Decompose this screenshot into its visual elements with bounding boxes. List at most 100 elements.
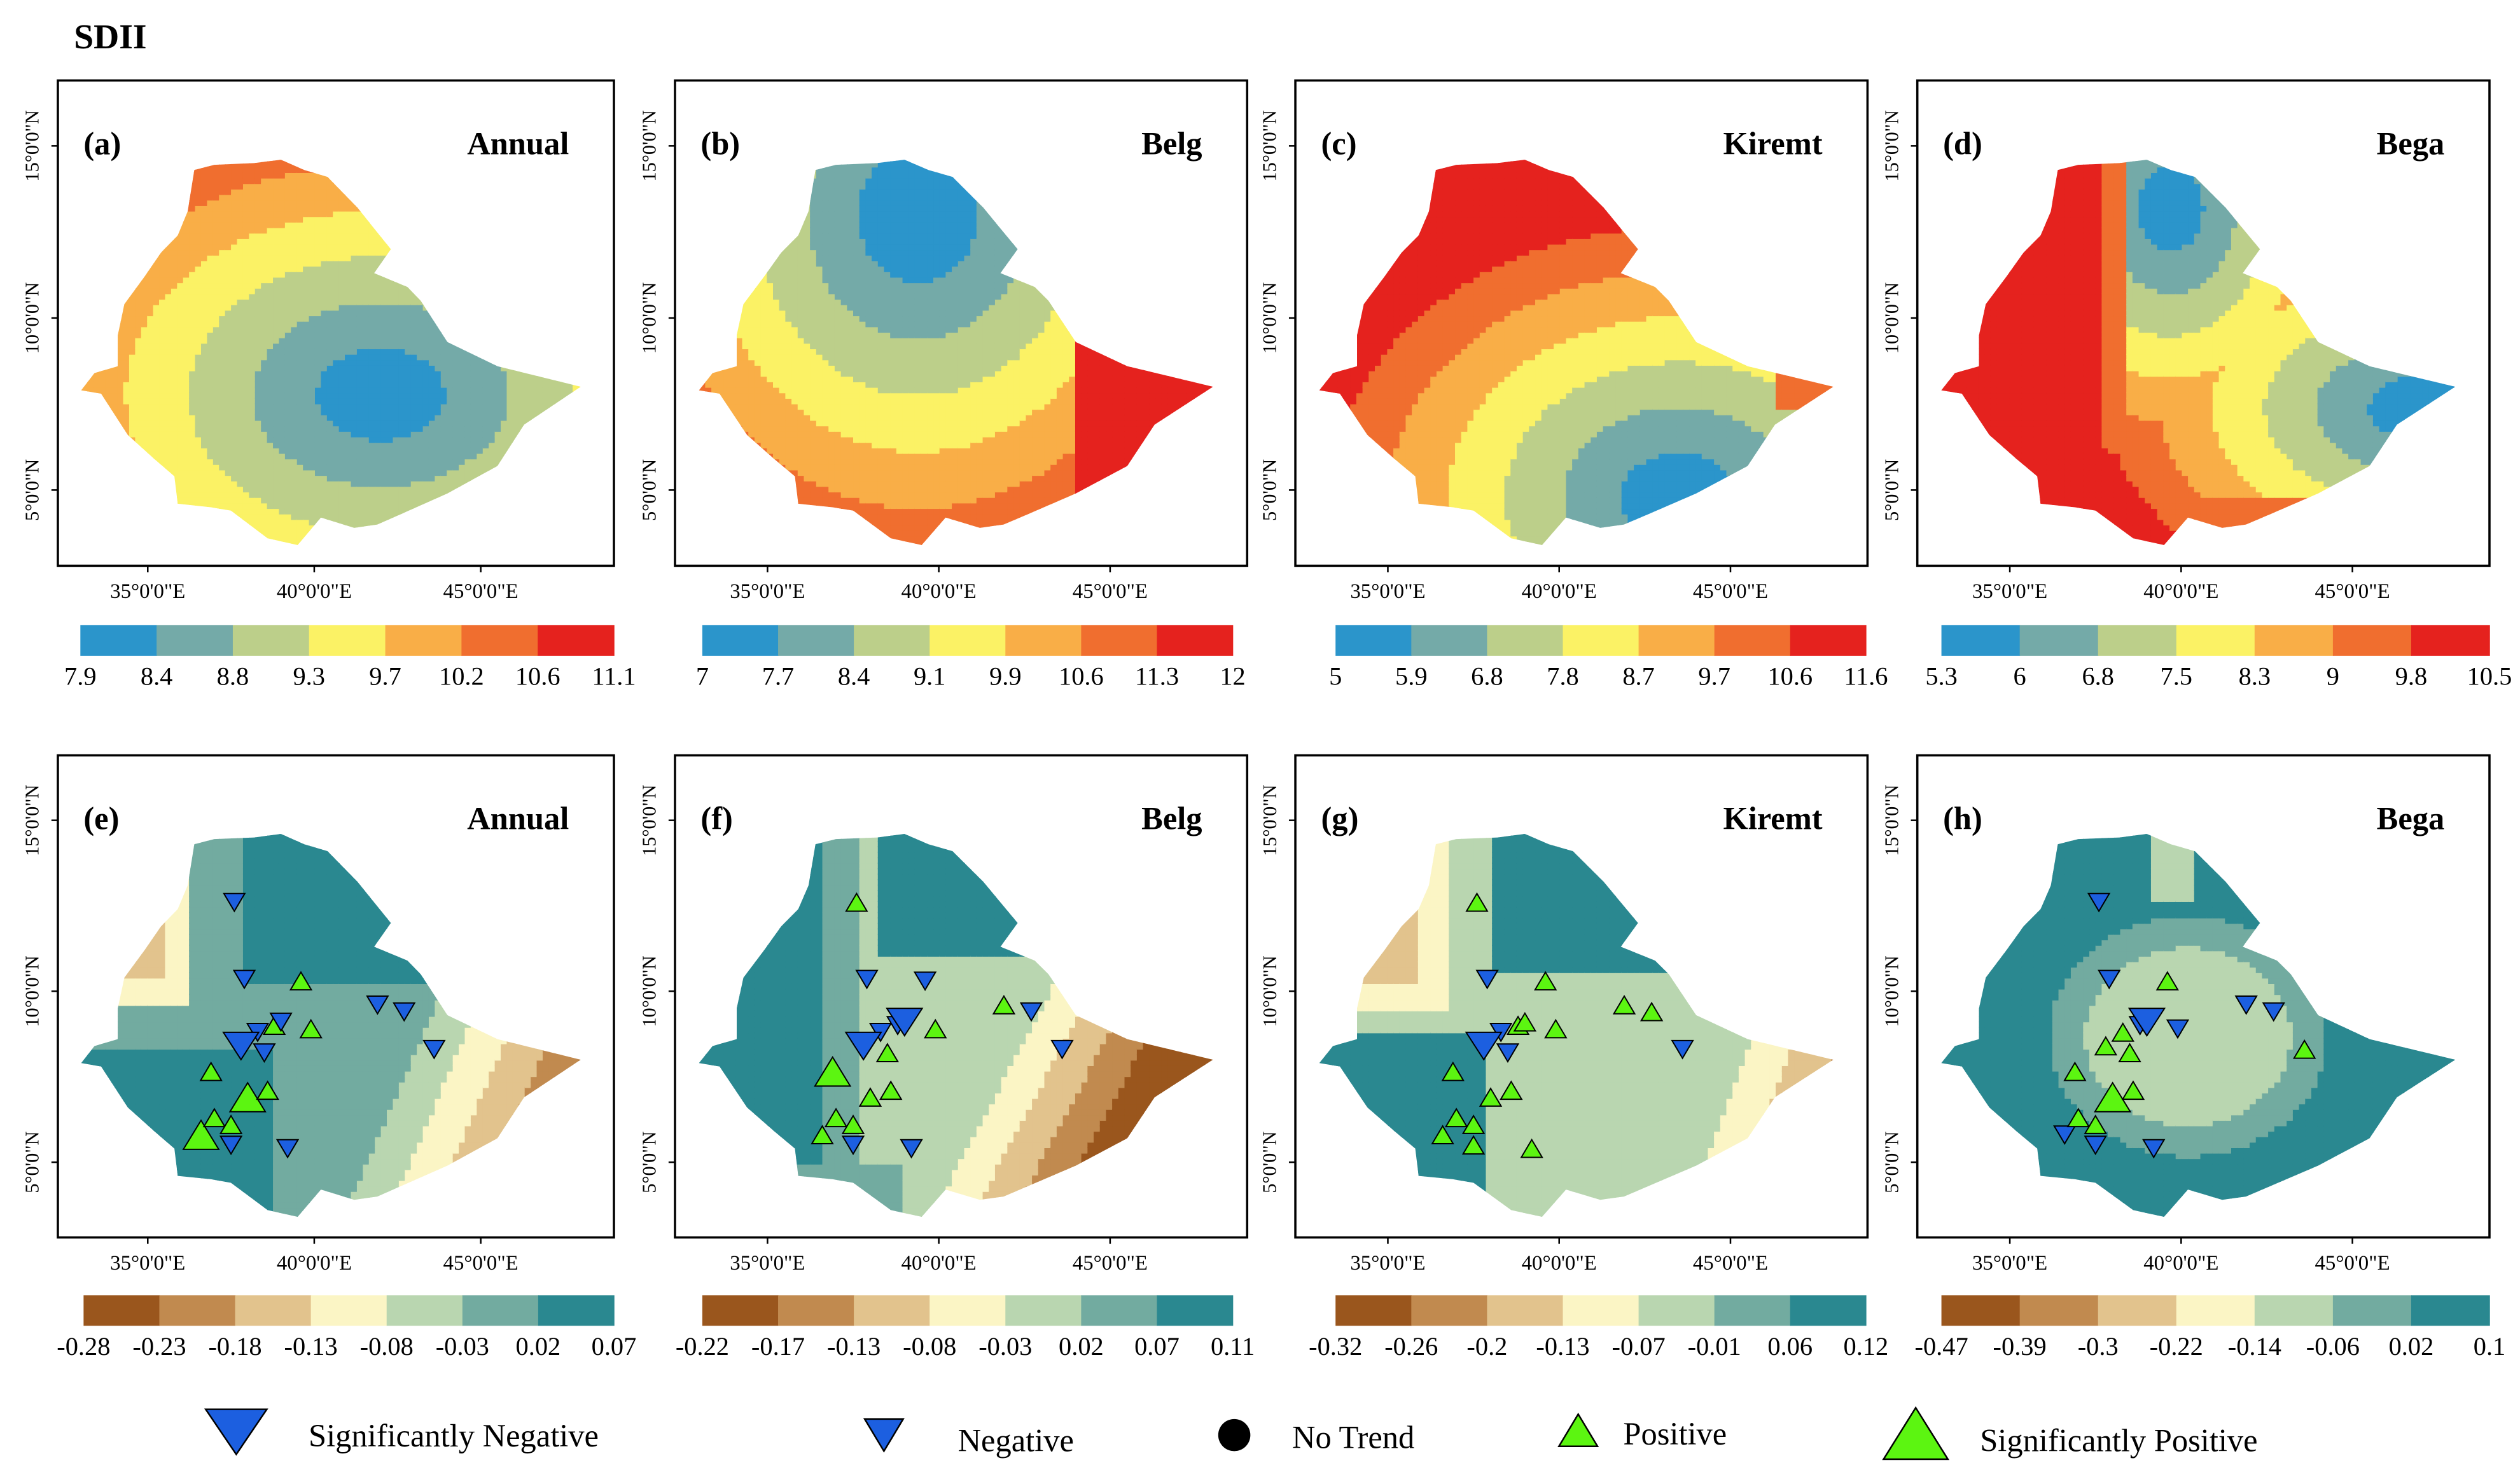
lat-tick-label: 10°0'0"N	[22, 282, 43, 354]
color-bar-tick-label: 10.2	[439, 662, 484, 690]
lon-tick-label: 40°0'0"E	[277, 580, 352, 603]
panel-id-label: (e)	[83, 801, 119, 836]
color-bar-swatch	[386, 1295, 463, 1326]
color-bar-tick-label: 8.4	[838, 662, 870, 690]
color-bar-tick-label: -0.47	[1915, 1332, 1968, 1361]
color-bar-tick-label: 11.3	[1135, 662, 1179, 690]
color-bar-tick-label: 5	[1329, 662, 1342, 690]
color-bar-tick-label: -0.39	[1993, 1332, 2047, 1361]
color-bar-swatch	[1790, 1295, 1867, 1326]
color-bar-tick-label: -0.22	[676, 1332, 729, 1361]
color-bar-swatch	[2254, 625, 2334, 656]
color-bar-swatch	[1941, 1295, 2021, 1326]
lon-tick-label: 40°0'0"E	[901, 1252, 977, 1275]
color-bar-swatch	[310, 1295, 387, 1326]
color-bar-tick-label: 6.8	[2082, 662, 2114, 690]
sig-positive-legend-icon	[1882, 1406, 1949, 1460]
color-bar-tick-label: -0.13	[827, 1332, 881, 1361]
color-bar-tick-label: -0.17	[751, 1332, 805, 1361]
color-bar-tick-label: -0.07	[1612, 1332, 1666, 1361]
sig-positive-marker	[182, 1119, 220, 1150]
positive-legend-icon	[1557, 1412, 1599, 1448]
positive-marker	[1544, 1018, 1568, 1039]
negative-marker	[1475, 969, 1499, 990]
positive-marker	[2293, 1039, 2316, 1059]
color-bar-swatch	[385, 625, 463, 656]
positive-marker	[2121, 1080, 2145, 1100]
negative-marker	[841, 1135, 865, 1156]
color-bar-tick-label: 9.8	[2395, 662, 2428, 690]
lon-tick-label: 35°0'0"E	[1972, 1252, 2047, 1275]
panel-h: 35°0'0"E 40°0'0"E 45°0'0"E 5°0'0"N 10°0'0"N 1…	[1881, 754, 2505, 1361]
color-bar-tick-label: 7.7	[762, 662, 795, 690]
lat-tick-label: 5°0'0"N	[22, 1131, 43, 1193]
positive-marker	[289, 971, 313, 991]
lon-tick-label: 45°0'0"E	[2315, 1252, 2390, 1275]
color-bar-swatch	[2176, 625, 2255, 656]
color-bar: -0.32 -0.26 -0.2 -0.13 -0.07 -0.01 0.06 0.12	[1309, 1295, 1888, 1361]
color-bar-tick-label: -0.28	[57, 1332, 110, 1361]
color-bar-swatch	[2019, 625, 2099, 656]
color-bar-tick-label: -0.03	[436, 1332, 489, 1361]
lon-tick-label: 35°0'0"E	[1972, 580, 2047, 603]
lat-tick-label: 15°0'0"N	[639, 110, 660, 182]
color-bar-tick-label: 9.7	[1698, 662, 1730, 690]
season-label: Kiremt	[1723, 126, 1822, 162]
season-label: Bega	[2377, 126, 2445, 162]
color-bar-swatch	[1081, 1295, 1158, 1326]
negative-legend-icon	[863, 1418, 905, 1453]
lon-tick-label: 35°0'0"E	[110, 1252, 185, 1275]
lat-tick-label: 15°0'0"N	[1259, 784, 1281, 856]
lat-tick-label: 10°0'0"N	[1881, 955, 1902, 1027]
lat-tick-label: 10°0'0"N	[1881, 282, 1902, 354]
negative-marker	[1050, 1039, 1074, 1060]
season-label: Belg	[1141, 126, 1202, 162]
negative-marker	[269, 1012, 293, 1032]
color-bar-tick-label: -0.01	[1688, 1332, 1741, 1361]
color-bar-tick-label: 9.7	[369, 662, 401, 690]
panel-id-label: (g)	[1321, 801, 1358, 836]
color-bar: -0.47 -0.39 -0.3 -0.22 -0.14 -0.06 0.02 0.1	[1915, 1295, 2505, 1361]
positive-marker	[202, 1107, 226, 1128]
color-bar-swatch	[778, 625, 854, 656]
sig-negative-marker	[2127, 1008, 2166, 1037]
sig-positive-marker	[2094, 1081, 2132, 1113]
lon-tick-label: 45°0'0"E	[2315, 580, 2390, 603]
color-bar-tick-label: -0.03	[978, 1332, 1032, 1361]
positive-marker	[1500, 1080, 1523, 1100]
negative-marker	[1496, 1043, 1520, 1064]
season-label: Belg	[1141, 801, 1202, 836]
negative-marker	[2262, 1002, 2285, 1022]
color-bar-swatch	[2176, 1295, 2255, 1326]
color-bar-swatch	[854, 1295, 930, 1326]
color-bar-swatch	[1411, 625, 1488, 656]
positive-marker	[2118, 1043, 2141, 1063]
color-bar-swatch	[1714, 1295, 1791, 1326]
color-bar-swatch	[702, 625, 779, 656]
positive-marker	[811, 1125, 834, 1145]
panel-id-label: (d)	[1943, 126, 1982, 162]
positive-marker	[841, 1114, 865, 1134]
color-bar-swatch	[2411, 1295, 2490, 1326]
color-bar-swatch	[309, 625, 386, 656]
season-label: Bega	[2377, 801, 2445, 836]
lon-tick-label: 35°0'0"E	[730, 580, 805, 603]
season-label: Annual	[467, 801, 569, 836]
positive-marker	[858, 1087, 882, 1107]
positive-marker	[199, 1061, 223, 1081]
positive-marker	[875, 1043, 900, 1063]
color-bar-swatch	[2019, 1295, 2099, 1326]
color-bar-tick-label: -0.13	[1536, 1332, 1589, 1361]
negative-marker	[219, 1135, 243, 1156]
color-bar-tick-label: 11.1	[592, 662, 636, 690]
color-bar-swatch	[2332, 625, 2412, 656]
lat-tick-label: 10°0'0"N	[639, 282, 660, 354]
color-bar-swatch	[462, 1295, 539, 1326]
color-bar-swatch	[1081, 625, 1158, 656]
lat-tick-label: 5°0'0"N	[1259, 1131, 1281, 1193]
color-bar-swatch	[538, 1295, 615, 1326]
panels-layer: 35°0'0"E 40°0'0"E 45°0'0"E 5°0'0"N 10°0'0"N 1…	[22, 79, 2512, 1361]
lon-tick-label: 40°0'0"E	[2143, 580, 2218, 603]
sig-negative-legend-icon	[204, 1408, 268, 1456]
negative-marker	[2087, 892, 2111, 913]
